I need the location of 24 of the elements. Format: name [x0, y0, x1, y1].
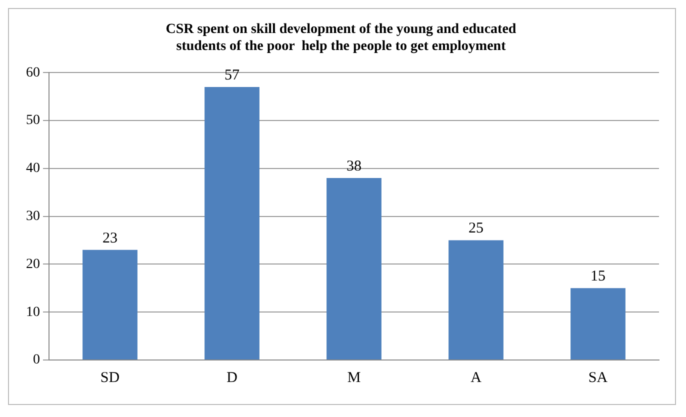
bar — [204, 86, 260, 360]
bar — [82, 250, 138, 360]
y-tick-label: 0 — [33, 352, 40, 368]
data-label: 38 — [346, 158, 362, 174]
bar — [448, 240, 504, 360]
bar — [326, 178, 382, 360]
y-tick-label: 20 — [26, 256, 40, 272]
y-tick-label: 10 — [26, 304, 40, 320]
text: CSR spent on skill development of the young and educated — [166, 22, 516, 38]
y-tick-label: 50 — [26, 113, 40, 128]
y-tick-label: 60 — [26, 65, 40, 80]
x-tick-label: SD — [100, 370, 120, 386]
data-label: 15 — [590, 268, 606, 285]
x-tick-label: A — [470, 370, 482, 386]
y-tick-label: 40 — [26, 161, 40, 176]
y-tick-label: 30 — [26, 208, 40, 224]
data-label: 25 — [468, 220, 484, 237]
bar — [570, 288, 626, 360]
x-tick-label: D — [226, 370, 238, 386]
x-tick-label: M — [347, 370, 361, 386]
data-label: 57 — [224, 67, 240, 84]
text: students of the poor help the people to get employment — [176, 38, 506, 54]
x-tick-label: SA — [588, 370, 608, 386]
data-label: 23 — [102, 230, 118, 246]
